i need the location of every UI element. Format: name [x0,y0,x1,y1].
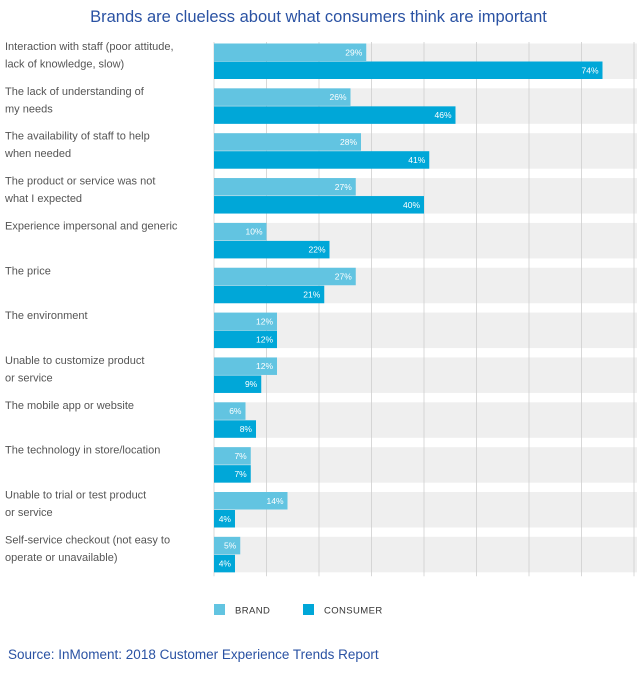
row-band [214,536,637,573]
category-label-line: Interaction with staff (poor attitude, [5,41,174,53]
bar-label-consumer: 12% [256,334,273,344]
bar-consumer [214,240,330,259]
category-label: Experience impersonal and generic [5,220,178,232]
category-label: Unable to trial or test product or servic… [5,490,146,520]
row-band [214,402,637,438]
bar-brand [214,447,251,465]
bar-consumer [214,196,424,214]
bar-brand [214,178,356,196]
category-label: The availability of staff to help when ne… [4,131,150,161]
bar-brand [214,267,356,286]
bar-consumer [214,330,277,349]
bar-brand [214,43,367,61]
bar-label-consumer: 46% [434,110,451,120]
bar-label-consumer: 4% [219,514,232,524]
bar-label-consumer: 7% [234,469,247,479]
category-label-line: Experience impersonal and generic [5,220,178,232]
bar-brand [214,492,288,510]
source-note: Source: InMoment: 2018 Customer Experien… [8,647,379,662]
bar-brand [214,222,267,241]
bar-consumer [214,510,235,528]
bar-label-brand: 12% [256,361,273,371]
legend-label-consumer: CONSUMER [324,606,383,617]
category-label-line: The product or service was not [5,176,155,188]
bar-consumer [214,465,251,483]
legend-label-brand: BRAND [235,606,270,617]
category-label: Unable to customize product or service [5,355,144,385]
category-label-line: Self-service checkout (not easy to [5,534,170,546]
bar-brand [214,133,361,151]
bar-label-brand: 7% [234,451,247,461]
category-label-line: when needed [4,148,71,160]
bar-label-brand: 6% [229,406,242,416]
category-label: The lack of understanding of my needs [5,86,145,116]
bar-label-brand: 12% [256,316,273,326]
category-label-line: The availability of staff to help [5,131,150,143]
category-label-line: The lack of understanding of [5,86,145,98]
category-label-line: or service [5,507,53,519]
bar-label-consumer: 21% [303,290,320,300]
row-band [214,447,637,483]
bar-label-brand: 10% [245,227,262,237]
row-band [214,357,637,393]
bar-consumer [214,61,603,79]
category-label-line: The mobile app or website [5,400,134,412]
bar-label-brand: 27% [335,182,352,192]
bar-label-brand: 27% [335,272,352,282]
row-band [214,312,637,349]
bar-label-consumer: 9% [245,379,258,389]
category-label-line: Unable to customize product [5,355,144,367]
bar-label-consumer: 74% [581,65,598,75]
category-label-line: my needs [5,103,53,115]
category-label-line: or service [5,372,53,384]
bar-brand [214,357,277,375]
bar-consumer [214,375,262,393]
bar-label-consumer: 41% [408,155,425,165]
bar-label-brand: 5% [224,541,237,551]
category-label: The product or service was not what I exp… [4,176,155,206]
bar-consumer [214,554,235,573]
category-label-line: The price [5,265,51,277]
category-label-line: The technology in store/location [5,445,160,457]
category-label: The environment [5,310,88,322]
category-label: Self-service checkout (not easy to operat… [5,534,170,564]
bar-consumer [214,420,256,438]
bar-brand [214,88,351,106]
bar-label-consumer: 4% [219,559,232,569]
bar-consumer [214,285,325,304]
bar-label-brand: 14% [266,496,283,506]
chart-title: Brands are clueless about what consumers… [90,8,547,26]
bar-label-brand: 26% [329,92,346,102]
category-label: The price [5,265,51,277]
category-label-line: what I expected [4,193,82,205]
bar-brand [214,536,241,555]
legend-swatch-brand [214,604,225,615]
bar-chart: 29% 26% 28% 27% 10% 27% 12% 12% 6% 7% 14% 5% 74% 46% 4… [4,41,637,617]
category-label: The technology in store/location [5,445,160,457]
bar-consumer [214,151,430,169]
category-label-line: operate or unavailable) [5,552,118,564]
bar-label-consumer: 40% [403,200,420,210]
category-label-line: lack of knowledge, slow) [5,59,124,71]
bar-label-brand: 29% [345,47,362,57]
bar-label-consumer: 8% [240,424,253,434]
bar-consumer [214,106,456,124]
category-label-line: The environment [5,310,88,322]
bar-label-consumer: 22% [308,245,325,255]
legend-swatch-consumer [303,604,314,615]
category-label-line: Unable to trial or test product [5,490,146,502]
bar-brand [214,312,277,331]
bar-label-brand: 28% [340,137,357,147]
category-label: The mobile app or website [5,400,134,412]
category-label: Interaction with staff (poor attitude, la… [5,41,174,71]
bar-brand [214,402,246,420]
